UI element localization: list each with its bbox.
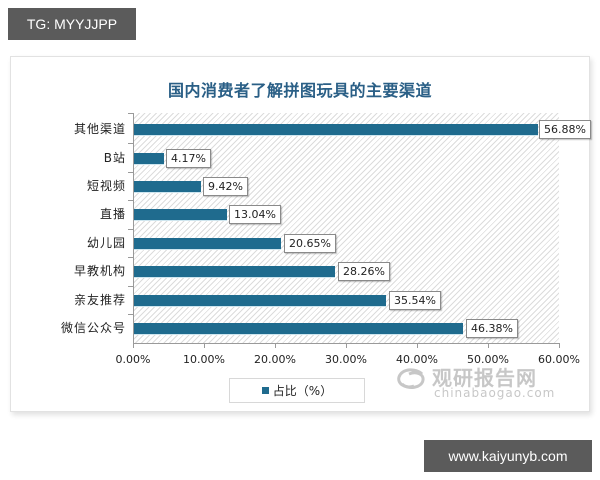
bar-short-video: [134, 181, 201, 192]
value-label: 13.04%: [229, 205, 281, 224]
legend-swatch-icon: [261, 387, 269, 394]
value-label: 28.26%: [338, 262, 390, 281]
x-tick: [346, 343, 347, 348]
chart-title: 国内消费者了解拼图玩具的主要渠道: [167, 81, 432, 100]
y-axis-line: [133, 113, 134, 343]
legend-label: 占比（%）: [272, 384, 333, 398]
category-label: 早教机构: [73, 264, 126, 278]
y-tick: [128, 314, 133, 315]
bar-bilibili: [134, 153, 164, 164]
watermark-en-text: chinabaogao.com: [434, 386, 556, 400]
chart-legend: 占比（%）: [229, 378, 365, 403]
value-label: 9.42%: [203, 177, 248, 196]
bar-early-education: [134, 266, 335, 277]
value-label: 20.65%: [284, 234, 336, 253]
x-tick-label: 60.00%: [538, 353, 580, 366]
y-tick: [128, 286, 133, 287]
y-tick: [128, 143, 133, 144]
category-label: B站: [103, 151, 126, 165]
bar-other-channels: [134, 124, 538, 135]
plot-area: [133, 113, 559, 343]
x-tick: [488, 343, 489, 348]
y-tick: [128, 257, 133, 258]
x-tick-label: 40.00%: [396, 353, 438, 366]
x-tick: [275, 343, 276, 348]
category-label: 短视频: [86, 179, 126, 193]
bar-wechat-official: [134, 323, 463, 334]
x-tick: [133, 343, 134, 348]
y-tick: [128, 229, 133, 230]
chinabaogao-watermark: 观研报告网 chinabaogao.com: [396, 362, 566, 402]
category-label: 幼儿园: [86, 236, 126, 250]
value-label: 35.54%: [389, 291, 441, 310]
value-label: 46.38%: [466, 319, 518, 338]
bar-livestream: [134, 209, 227, 220]
bar-kindergarten: [134, 238, 281, 249]
y-tick: [128, 172, 133, 173]
x-tick-label: 10.00%: [183, 353, 225, 366]
value-label: 56.88%: [539, 120, 591, 139]
x-tick-label: 50.00%: [467, 353, 509, 366]
swirl-logo-icon: [397, 368, 425, 389]
category-label: 直播: [99, 207, 126, 221]
x-tick: [559, 343, 560, 348]
x-tick: [204, 343, 205, 348]
bar-friends-family: [134, 295, 386, 306]
top-watermark-tag: TG: MYYJJPP: [8, 8, 136, 40]
category-label: 其他渠道: [73, 122, 126, 136]
category-label: 亲友推荐: [73, 293, 126, 307]
x-tick-label: 20.00%: [254, 353, 296, 366]
value-label: 4.17%: [166, 149, 211, 168]
x-tick: [417, 343, 418, 348]
watermark-cn-text: 观研报告网: [432, 366, 537, 390]
x-tick-label: 0.00%: [115, 353, 151, 366]
y-tick: [128, 200, 133, 201]
y-tick: [128, 113, 133, 114]
x-tick-label: 30.00%: [325, 353, 367, 366]
category-label: 微信公众号: [60, 321, 126, 335]
bottom-watermark-tag: www.kaiyunyb.com: [424, 440, 592, 472]
